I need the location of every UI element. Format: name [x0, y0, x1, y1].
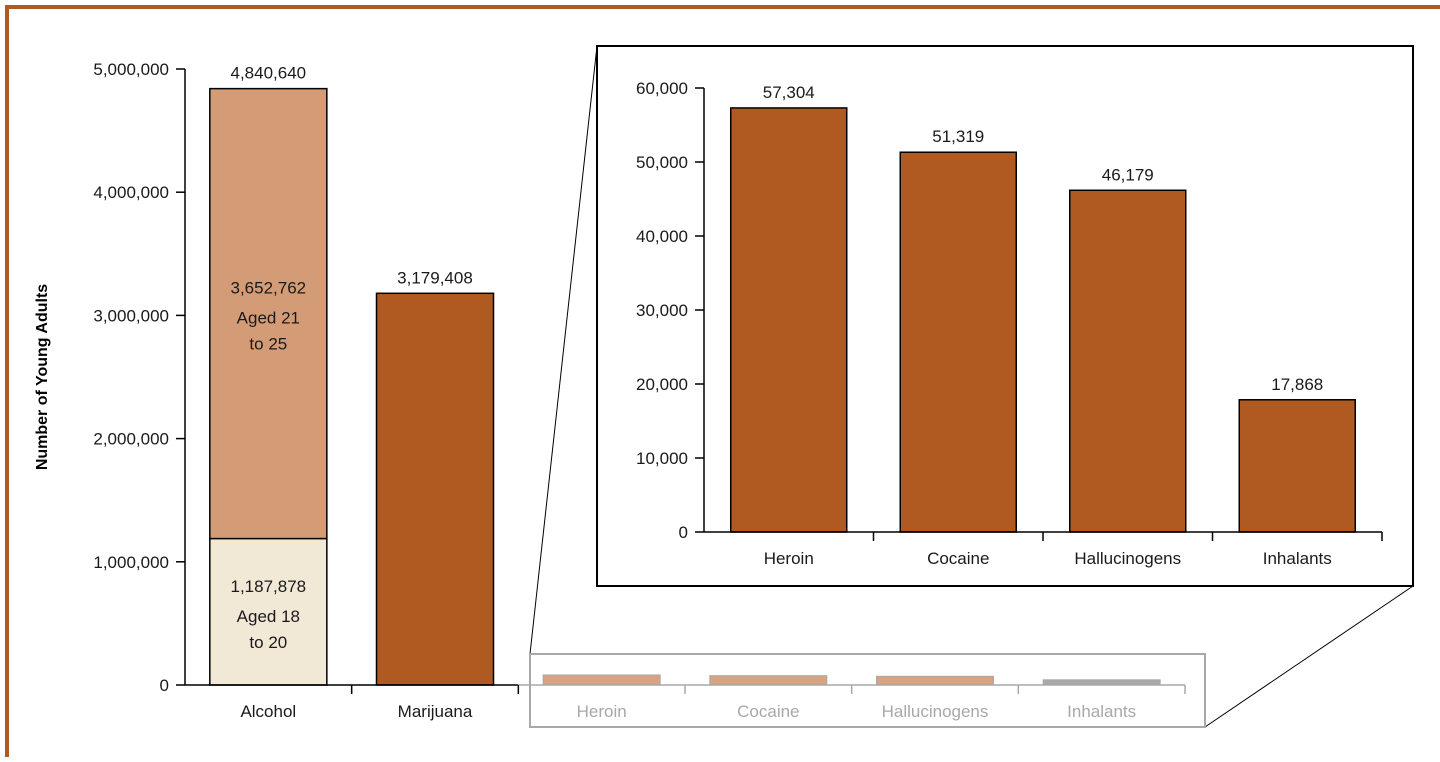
- zoom-connector-left: [529, 45, 598, 655]
- value-label-marijuana: 3,179,408: [397, 268, 473, 287]
- main-x-label-marijuana: Marijuana: [398, 702, 473, 721]
- inset-y-tick-label: 40,000: [636, 227, 688, 246]
- main-x-label-inhalants: Inhalants: [1067, 702, 1136, 721]
- figure-border: [5, 5, 1440, 762]
- inset-value-label-cocaine: 51,319: [932, 127, 984, 146]
- inset-x-label-cocaine: Cocaine: [927, 549, 989, 568]
- main-y-tick-label: 3,000,000: [93, 306, 169, 325]
- main-y-tick-label: 4,000,000: [93, 183, 169, 202]
- inset-y-tick-label: 60,000: [636, 79, 688, 98]
- main-x-label-hallucinogens: Hallucinogens: [882, 702, 989, 721]
- segment-age-label: Aged 21: [237, 309, 300, 328]
- inset-x-label-heroin: Heroin: [764, 549, 814, 568]
- bar-faded-cocaine: [709, 675, 828, 686]
- main-y-tick-label: 1,000,000: [93, 553, 169, 572]
- main-y-tick-label: 0: [160, 676, 169, 695]
- inset-value-label-inhalants: 17,868: [1271, 375, 1323, 394]
- segment-age-label: to 25: [249, 335, 287, 354]
- main-bars: 3,652,762 Aged 21 to 25 1,187,878 Aged 18 to …: [209, 64, 1161, 686]
- segment-age-label: to 20: [249, 633, 287, 652]
- bar-faded-inhalants: [1042, 679, 1161, 686]
- main-x-label-cocaine: Cocaine: [737, 702, 799, 721]
- bar-faded-hallucinogens: [876, 675, 994, 686]
- inset-value-label-heroin: 57,304: [763, 83, 815, 102]
- main-x-axis: Alcohol Marijuana Heroin Cocaine Hallucinoge…: [185, 684, 1186, 721]
- main-x-label-alcohol: Alcohol: [240, 702, 296, 721]
- bar-marijuana: [375, 292, 495, 686]
- bar-alcohol-aged-21-25: [209, 87, 328, 540]
- inset-x-axis: Heroin Cocaine Hallucinogens Inhalants: [704, 531, 1383, 568]
- inset-y-tick-label: 30,000: [636, 301, 688, 320]
- zoom-connector-right: [1204, 585, 1414, 728]
- main-y-axis: 0 1,000,000 2,000,000 3,000,000 4,000,000 5,0…: [93, 60, 186, 695]
- main-x-label-heroin: Heroin: [577, 702, 627, 721]
- value-label-alcohol: 4,840,640: [231, 64, 307, 83]
- inset-y-tick-label: 0: [679, 523, 688, 542]
- segment-age-label: Aged 18: [237, 607, 300, 626]
- inset-y-tick-label: 50,000: [636, 153, 688, 172]
- inset-bar-hallucinogens: [1069, 189, 1187, 533]
- inset-y-tick-label: 10,000: [636, 449, 688, 468]
- inset-bars: 57,304 51,319 46,179 17,868: [730, 83, 1356, 533]
- bar-faded-heroin: [542, 674, 661, 686]
- segment-value-label: 1,187,878: [231, 577, 307, 596]
- inset-x-label-inhalants: Inhalants: [1263, 549, 1332, 568]
- inset-value-label-hallucinogens: 46,179: [1102, 165, 1154, 184]
- zoom-region-box: [529, 653, 1206, 728]
- inset-bar-inhalants: [1238, 399, 1356, 533]
- y-axis-title: Number of Young Adults: [34, 284, 51, 470]
- main-y-tick-label: 2,000,000: [93, 430, 169, 449]
- inset-bar-cocaine: [899, 151, 1017, 533]
- main-y-tick-label: 5,000,000: [93, 60, 169, 79]
- bar-alcohol-aged-18-20: [209, 537, 328, 686]
- segment-value-label: 3,652,762: [231, 279, 307, 298]
- inset-bar-heroin: [730, 107, 848, 533]
- inset-y-tick-label: 20,000: [636, 375, 688, 394]
- inset-y-axis: 0 10,000 20,000 30,000 40,000 50,000 60,000: [636, 79, 705, 542]
- inset-x-label-hallucinogens: Hallucinogens: [1074, 549, 1181, 568]
